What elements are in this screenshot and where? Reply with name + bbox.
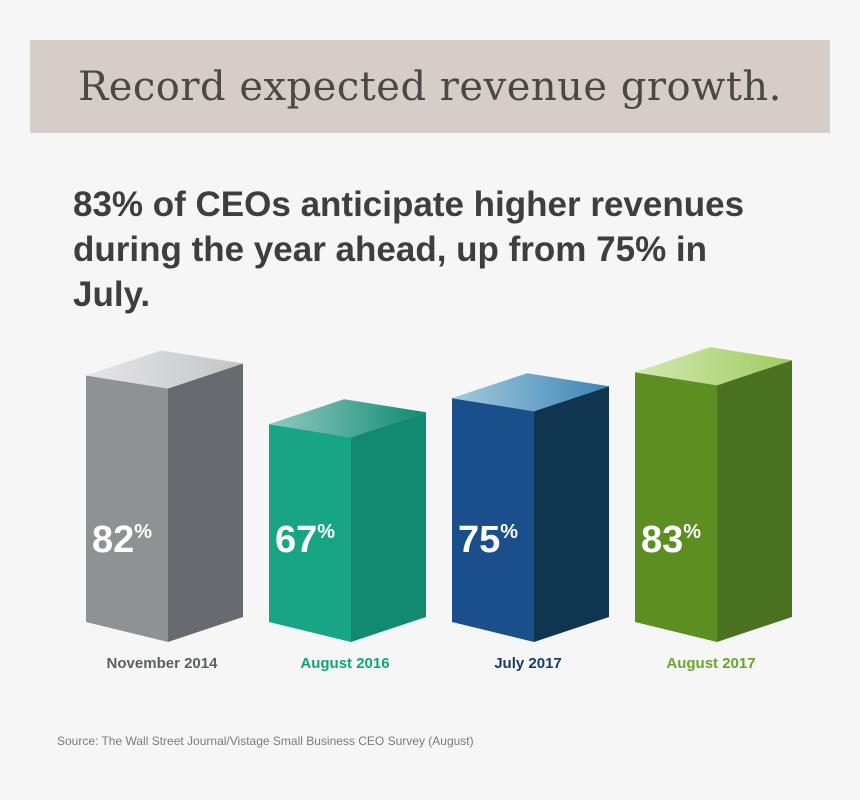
- bar-top-highlight: [86, 350, 243, 389]
- bar-value-label: 83%: [641, 519, 701, 561]
- bar-front-face: [269, 424, 351, 642]
- bar-side-face: [534, 386, 609, 642]
- bar-value-label: 75%: [458, 519, 518, 561]
- bar-side-face: [351, 412, 426, 642]
- bar-top-highlight: [635, 347, 792, 386]
- title-banner: Record expected revenue growth.: [30, 40, 830, 133]
- bar-front-face: [86, 375, 168, 642]
- banner-title: Record expected revenue growth.: [78, 63, 782, 110]
- bar-value-label: 67%: [275, 519, 335, 561]
- bar-3: 75% July 2017: [452, 373, 609, 672]
- bar-top-highlight: [269, 399, 426, 438]
- bar-front-face: [452, 398, 534, 642]
- bar-value-label: 82%: [92, 519, 152, 561]
- category-label: July 2017: [494, 655, 562, 672]
- category-label: November 2014: [107, 655, 219, 672]
- bar-2: 67% August 2016: [269, 399, 426, 672]
- bar-side-face: [717, 360, 792, 642]
- headline: 83% of CEOs anticipate higher revenues d…: [73, 185, 745, 314]
- bar-4: 83% August 2017: [635, 347, 792, 672]
- bar-front-face: [635, 372, 717, 642]
- category-label: August 2017: [666, 655, 755, 672]
- bar-top-highlight: [452, 373, 609, 412]
- source-note: Source: The Wall Street Journal/Vistage …: [57, 734, 474, 748]
- bar-side-face: [168, 363, 243, 642]
- bar-1: 82% November 2014: [86, 350, 243, 672]
- category-label: August 2016: [300, 655, 389, 672]
